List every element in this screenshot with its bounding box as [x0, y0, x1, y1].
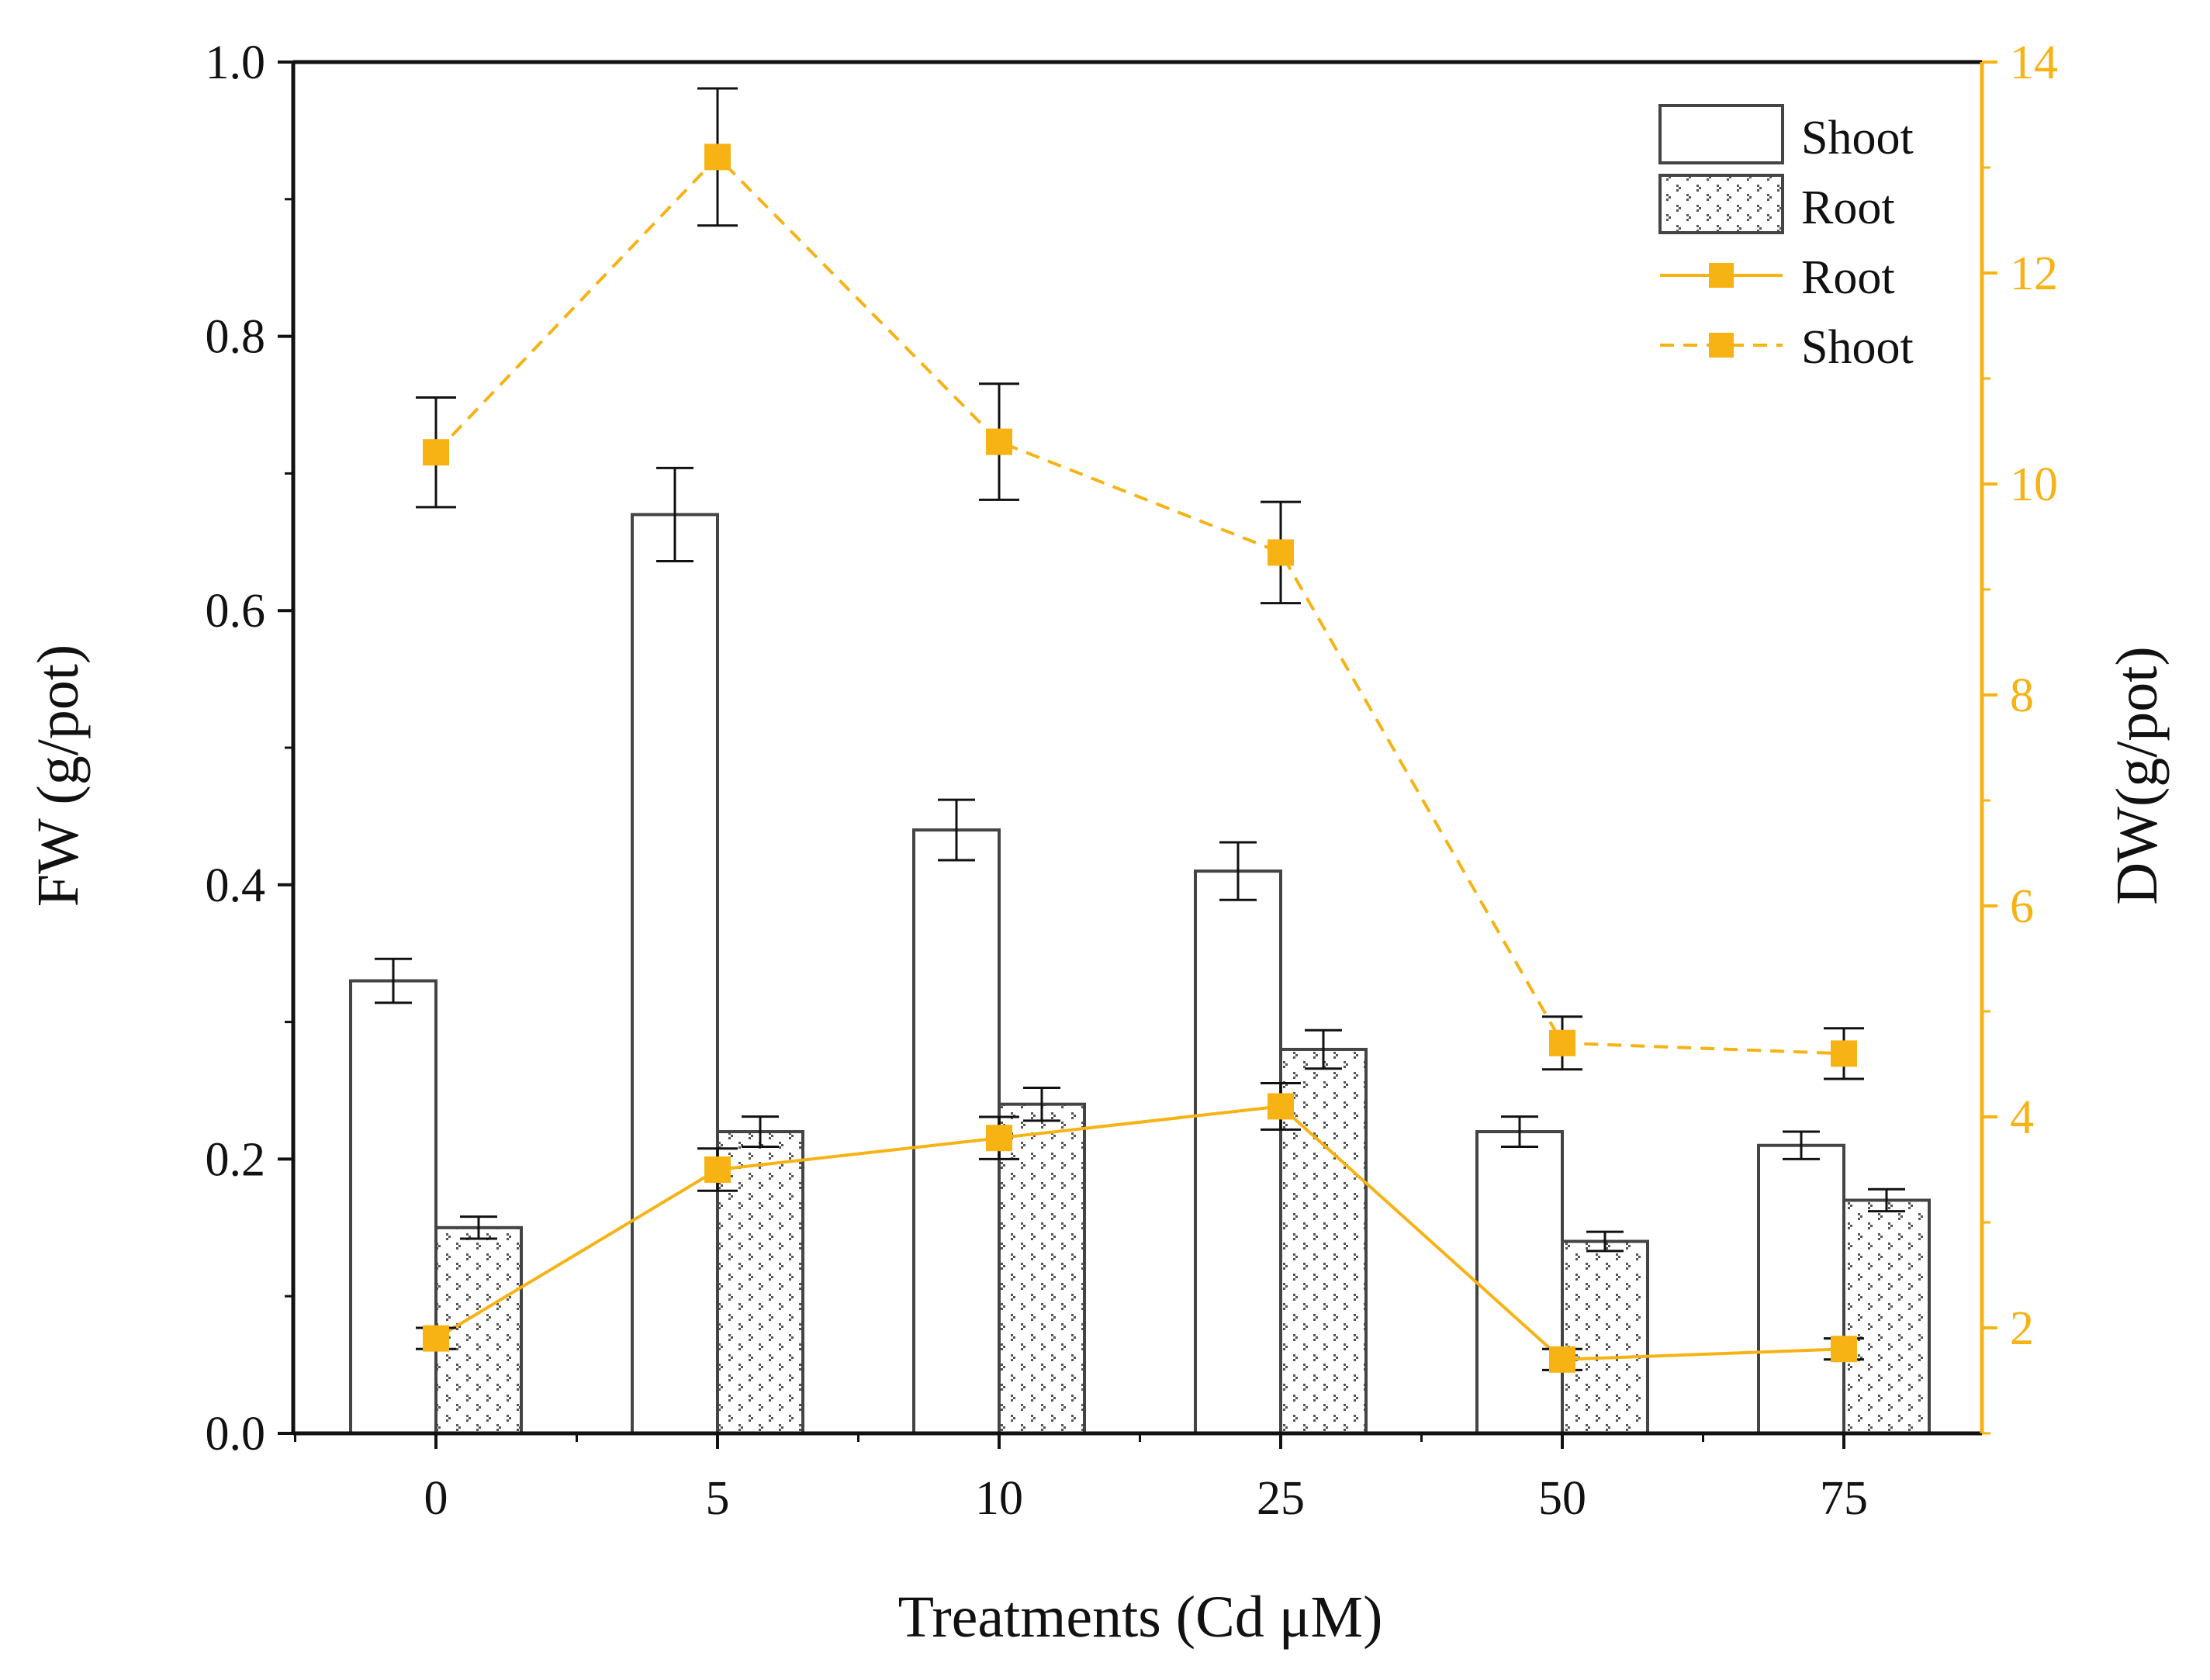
errorbar-shoot-10	[938, 798, 975, 862]
errorbar-root-25	[1305, 1028, 1342, 1070]
errorbar-root-50	[1586, 1230, 1624, 1253]
errorbar-root-0	[460, 1215, 497, 1240]
legend-label-root-line: Root	[1801, 251, 1895, 304]
bars-layer	[349, 466, 1931, 1436]
bar-root-50	[1561, 1239, 1649, 1435]
y2-tick-label-8: 8	[2010, 669, 2034, 722]
bar-root-10	[998, 1102, 1086, 1436]
x-tick-label-5: 5	[706, 1472, 730, 1525]
legend-label-shoot-line: Shoot	[1801, 321, 1914, 374]
y-tick-label-0.8: 0.8	[206, 311, 266, 364]
marker-root-50	[1549, 1346, 1575, 1373]
marker-shoot-25	[1268, 539, 1294, 566]
bar-shoot-5	[631, 513, 719, 1436]
marker-root-25	[1268, 1093, 1294, 1120]
errorbar-shoot-50	[1501, 1115, 1538, 1148]
marker-shoot-50	[1549, 1029, 1575, 1056]
x-tick-label-0: 0	[424, 1472, 448, 1525]
y2-tick-label-2: 2	[2010, 1302, 2034, 1355]
line-shoot-dashed	[434, 154, 1845, 1056]
errorbar-shoot-75	[1783, 1130, 1820, 1160]
axes-layer: 0.0 0.2 0.4 0.6 0.8 1.0 2 4 6 8 10 12 14 0 5 10 25 50 75	[206, 36, 2059, 1525]
errorbar-shoot-25	[1219, 841, 1257, 901]
legend-label-root-bar: Root	[1801, 181, 1895, 234]
marker-root-75	[1831, 1336, 1857, 1363]
marker-shoot-10	[986, 428, 1012, 455]
errorbar-shoot-5	[656, 466, 693, 563]
y2-tick-label-4: 4	[2010, 1091, 2034, 1144]
bar-shoot-25	[1194, 869, 1282, 1435]
y-tick-label-1.0: 1.0	[206, 36, 266, 89]
y2-tick-label-10: 10	[2010, 458, 2058, 511]
errorbar-shoot-0	[375, 957, 412, 1004]
lines-layer	[416, 87, 1864, 1373]
marker-root-0	[423, 1325, 449, 1352]
line-root-solid	[434, 1104, 1845, 1361]
x-tick-label-50: 50	[1538, 1472, 1586, 1525]
marker-shoot-0	[423, 439, 449, 466]
y-tick-label-0.6: 0.6	[206, 585, 266, 638]
legend-swatch-shoot-bar	[1658, 104, 1784, 164]
legend: Shoot Root Root Shoot	[1658, 104, 1914, 374]
errorbar-root-10	[1023, 1086, 1060, 1122]
y2-tick-label-12: 12	[2010, 247, 2058, 300]
x-tick-label-25: 25	[1257, 1472, 1305, 1525]
y2-tick-label-6: 6	[2010, 880, 2034, 933]
marker-shoot-5	[704, 143, 731, 171]
errorbar-root-5	[742, 1115, 779, 1148]
marker-root-5	[704, 1156, 731, 1183]
legend-marker-root-line	[1709, 263, 1734, 288]
y-axis-title: FW (g/pot)	[26, 645, 91, 907]
bar-root-75	[1842, 1198, 1931, 1435]
y2-tick-label-14: 14	[2010, 36, 2058, 89]
y2-axis-title: DW(g/pot)	[2105, 646, 2170, 904]
errorbar-root-75	[1868, 1187, 1905, 1213]
y-tick-label-0.2: 0.2	[206, 1133, 266, 1186]
legend-label-shoot-bar: Shoot	[1801, 112, 1914, 164]
x-tick-label-10: 10	[975, 1472, 1023, 1525]
bar-shoot-0	[349, 979, 438, 1436]
y-tick-label-0.4: 0.4	[206, 859, 266, 912]
marker-shoot-75	[1831, 1040, 1857, 1067]
bar-shoot-75	[1757, 1143, 1845, 1435]
marker-root-10	[986, 1125, 1012, 1152]
y-tick-label-0.0: 0.0	[206, 1408, 266, 1460]
legend-swatch-root-bar	[1658, 174, 1784, 234]
bar-root-25	[1279, 1047, 1368, 1435]
bar-shoot-50	[1475, 1130, 1564, 1436]
x-axis-title: Treatments (Cd μM)	[898, 1585, 1383, 1650]
legend-marker-shoot-line	[1709, 333, 1734, 358]
x-tick-label-75: 75	[1820, 1472, 1868, 1525]
